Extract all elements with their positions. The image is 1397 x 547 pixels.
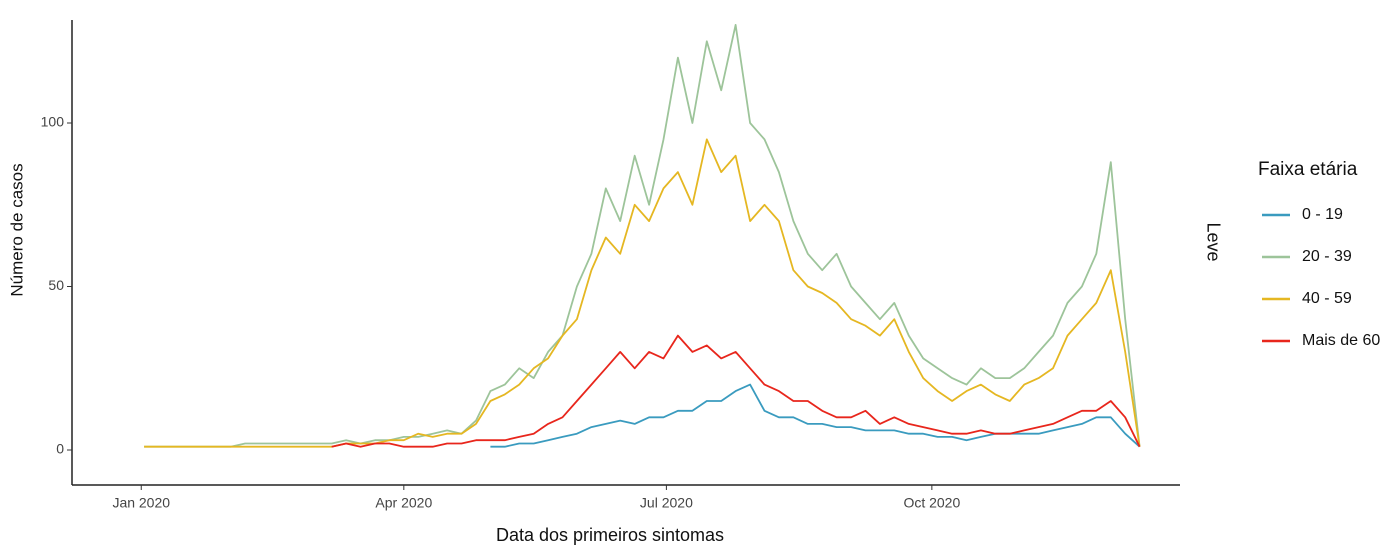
legend-label: Mais de 60 <box>1302 332 1380 349</box>
series-line <box>331 334 1141 448</box>
x-axis-label: Data dos primeiros sintomas <box>496 525 724 545</box>
legend-label: 40 - 59 <box>1302 290 1352 307</box>
x-tick-label: Apr 2020 <box>375 495 432 511</box>
x-tick-label: Oct 2020 <box>903 495 960 511</box>
x-tick-label: Jul 2020 <box>640 495 693 511</box>
y-tick-label: 50 <box>48 277 64 293</box>
y-axis-label: Número de casos <box>7 163 26 296</box>
legend-label: 20 - 39 <box>1302 248 1352 265</box>
x-tick-label: Jan 2020 <box>112 495 170 511</box>
facet-label: Leve <box>1203 222 1223 261</box>
legend-title: Faixa etária <box>1258 159 1358 180</box>
y-tick-label: 0 <box>56 441 64 457</box>
y-tick-label: 100 <box>41 114 65 130</box>
series-line <box>490 383 1141 448</box>
series-line <box>144 24 1141 448</box>
series-line <box>144 138 1141 448</box>
legend-label: 0 - 19 <box>1302 206 1343 223</box>
